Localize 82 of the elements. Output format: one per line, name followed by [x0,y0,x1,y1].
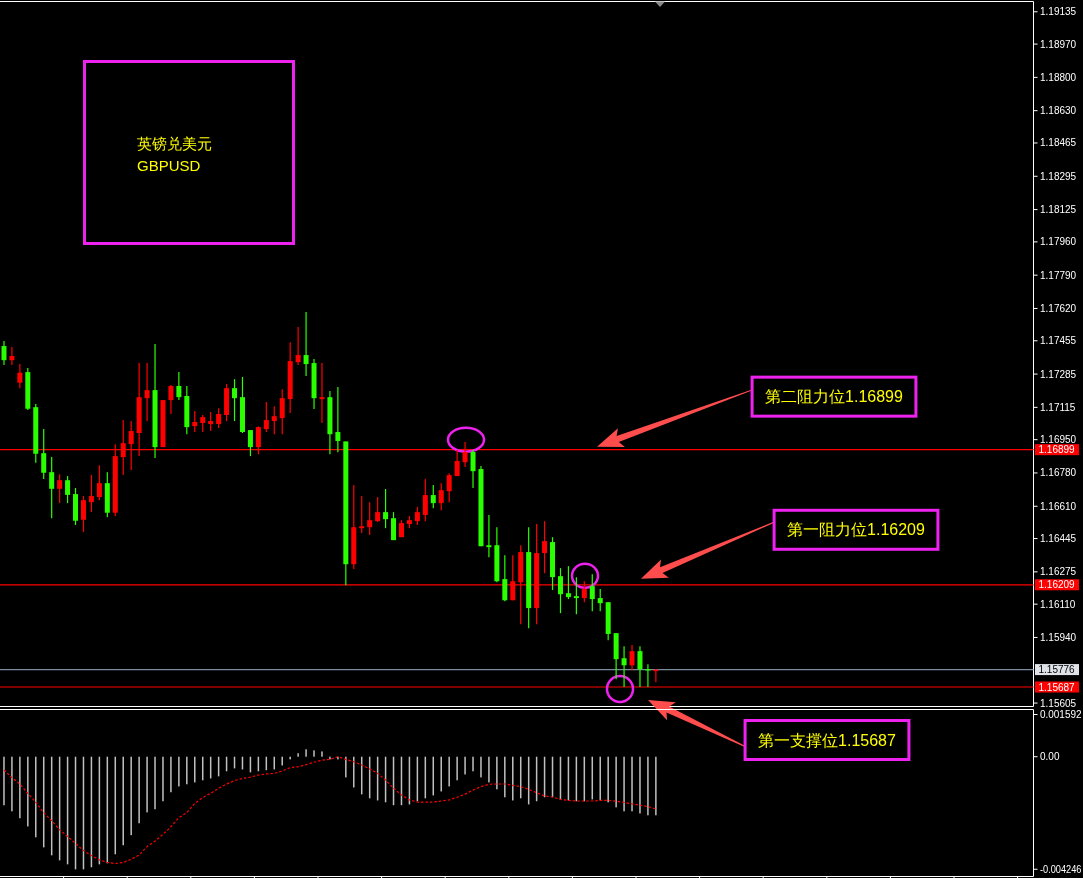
candlestick [232,378,238,422]
candlestick [621,645,627,688]
candlestick [271,405,277,435]
line-series [3,756,657,865]
candlestick [303,311,309,377]
candlestick [565,565,571,600]
y-tick-label: 0.00 [1040,751,1060,763]
y-tick-label: -0.004246 [1040,863,1083,875]
candlestick [208,411,214,432]
candlestick [573,576,579,615]
candlestick [80,495,86,533]
candlestick [557,567,563,614]
candlestick [597,588,603,612]
candlestick [629,644,635,671]
candlestick [168,384,174,415]
candlestick [422,478,428,522]
candlestick [359,495,365,534]
y-tick-label: 1.18630 [1040,105,1077,117]
y-tick-label: 1.17285 [1040,368,1077,380]
candlestick [637,645,643,688]
y-tick-label: 1.16445 [1040,533,1077,545]
candlestick [17,363,23,389]
candlestick [589,573,595,612]
y-tick-label: 1.16275 [1040,566,1077,578]
candlestick [502,554,508,602]
y-tick-label: 1.15940 [1040,631,1077,643]
candlestick [438,482,444,511]
y-tick-label: 1.18970 [1040,38,1077,50]
ref-line-label: 1.16209 [1038,579,1076,591]
candlestick [430,484,436,509]
candlestick [57,473,63,504]
candlestick [319,362,325,424]
y-tick-label: 1.16110 [1040,598,1076,610]
y-tick-label: 1.15605 [1040,697,1077,709]
y-tick-label: 1.16950 [1040,434,1077,446]
y-tick-label: 1.17790 [1040,269,1077,281]
ref-line-label: 1.15687 [1038,681,1076,693]
candlestick [1,340,7,366]
y-tick-label: 1.19135 [1040,6,1077,18]
y-tick-label: 1.18125 [1040,204,1077,216]
y-tick-label: 1.17455 [1040,335,1077,347]
candlestick [49,456,55,519]
annotation: 第二阻力位1.16899 [765,388,904,406]
y-tick-label: 1.18800 [1040,71,1077,83]
ref-line-label: 1.16899 [1038,444,1076,456]
candlestick [414,506,420,526]
candlestick [88,474,94,513]
candlestick [216,407,222,429]
candlestick [470,449,476,489]
annotation: 第一支撑位1.15687 [758,731,897,749]
candlestick [542,520,548,574]
candlestick [9,346,15,366]
candlestick [263,401,269,433]
y-tick-label: 1.18465 [1040,137,1077,149]
candlestick [41,428,47,480]
candlestick [279,388,285,435]
text: 英镑兑美元 [137,134,212,152]
candlestick [192,410,198,433]
candlestick [446,472,452,503]
candlestick [295,326,301,366]
candlestick [176,371,182,401]
y-tick-label: 1.17960 [1040,236,1077,248]
candlestick [96,464,102,501]
candlestick [335,386,341,453]
candlestick [65,475,71,504]
text: GBPUSD [137,156,201,174]
candlestick [367,501,373,536]
candlestick [391,511,397,541]
candlestick [375,496,381,523]
y-tick-label: 1.17620 [1040,302,1077,314]
candlestick [247,429,253,457]
candlestick [383,488,389,529]
y-tick-label: 1.16610 [1040,500,1077,512]
ref-line-label: 1.15776 [1038,664,1076,676]
y-tick-label: 0.001592 [1040,709,1082,721]
candlestick [454,449,460,477]
y-tick-label: 1.18295 [1040,170,1077,182]
y-tick-label: 1.16780 [1040,467,1077,479]
candlestick [144,362,150,422]
candlestick [486,514,492,558]
annotation: 第一阻力位1.16209 [787,521,926,539]
y-tick-label: 1.17115 [1040,401,1076,413]
